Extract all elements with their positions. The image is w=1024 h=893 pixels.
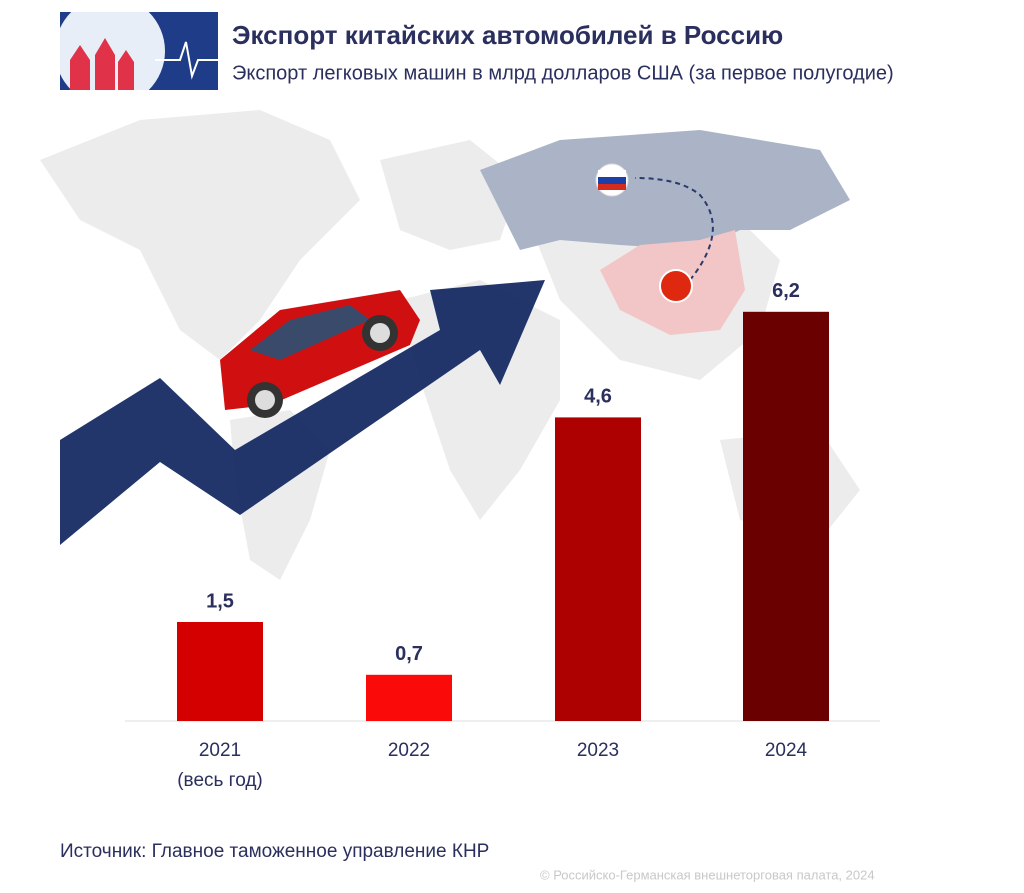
route-arrow (634, 177, 714, 281)
flag-stripe (598, 184, 626, 190)
source-note: Источник: Главное таможенное управление … (60, 841, 489, 862)
bar (555, 417, 641, 721)
chart-subtitle: Экспорт легковых машин в млрд долларов С… (232, 62, 894, 84)
flag-stripe (598, 170, 626, 177)
china-flag (659, 269, 693, 303)
logo (60, 12, 218, 90)
value-label: 4,6 (584, 386, 612, 408)
bar (177, 622, 263, 721)
bar (743, 311, 829, 721)
russia-region (480, 130, 850, 250)
growth-arrow (60, 280, 545, 545)
value-label: 0,7 (395, 643, 423, 665)
value-label: 1,5 (206, 590, 234, 612)
x-tick-label: 2022 (388, 740, 430, 761)
x-tick-label: 2023 (577, 740, 619, 761)
flag-stripe (598, 177, 626, 184)
x-tick-label: 2021 (весь год) (177, 740, 263, 791)
value-label: 6,2 (772, 280, 800, 302)
car-illustration (220, 290, 420, 418)
x-tick-label: 2024 (765, 740, 808, 761)
chart-title: Экспорт китайских автомобилей в Россию (232, 20, 783, 50)
bar (366, 674, 452, 721)
copyright: © Российско-Германская внешнеторговая па… (540, 867, 875, 882)
